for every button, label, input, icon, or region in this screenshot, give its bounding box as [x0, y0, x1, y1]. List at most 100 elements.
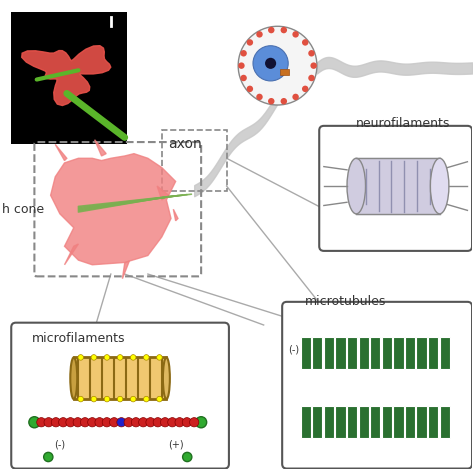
- Text: (+): (+): [168, 440, 183, 450]
- Circle shape: [246, 86, 253, 92]
- Circle shape: [91, 396, 97, 402]
- Ellipse shape: [347, 158, 365, 214]
- Circle shape: [253, 46, 288, 81]
- Circle shape: [240, 50, 247, 56]
- Polygon shape: [122, 261, 129, 279]
- Circle shape: [124, 418, 133, 427]
- Circle shape: [117, 355, 123, 360]
- Polygon shape: [157, 186, 169, 200]
- Circle shape: [131, 418, 141, 427]
- FancyBboxPatch shape: [11, 323, 229, 469]
- Bar: [417, 406, 427, 438]
- Polygon shape: [22, 46, 111, 106]
- Circle shape: [256, 31, 263, 37]
- Circle shape: [281, 27, 287, 33]
- Circle shape: [182, 418, 191, 427]
- Circle shape: [138, 418, 148, 427]
- Circle shape: [73, 418, 82, 427]
- Text: (-): (-): [55, 440, 65, 450]
- Bar: [324, 337, 334, 369]
- Circle shape: [88, 418, 97, 427]
- Bar: [382, 337, 392, 369]
- Text: neurofilaments: neurofilaments: [356, 117, 451, 130]
- Circle shape: [81, 418, 90, 427]
- Bar: [405, 337, 415, 369]
- Bar: [370, 337, 380, 369]
- Circle shape: [182, 452, 192, 462]
- Polygon shape: [64, 244, 78, 265]
- Circle shape: [246, 39, 253, 46]
- Circle shape: [144, 396, 149, 402]
- Text: microfilaments: microfilaments: [32, 332, 126, 346]
- Circle shape: [144, 355, 149, 360]
- Circle shape: [78, 355, 83, 360]
- Circle shape: [240, 75, 247, 81]
- Circle shape: [265, 58, 276, 69]
- Bar: [440, 337, 450, 369]
- Ellipse shape: [70, 357, 77, 399]
- Circle shape: [117, 418, 126, 427]
- Text: h cone: h cone: [2, 203, 44, 216]
- Bar: [405, 406, 415, 438]
- Bar: [428, 337, 438, 369]
- Circle shape: [29, 417, 40, 428]
- Circle shape: [168, 418, 177, 427]
- Circle shape: [153, 418, 163, 427]
- Bar: [312, 406, 322, 438]
- Polygon shape: [51, 154, 176, 265]
- Circle shape: [302, 39, 309, 46]
- Circle shape: [130, 355, 136, 360]
- Circle shape: [130, 396, 136, 402]
- Bar: [280, 69, 289, 75]
- Circle shape: [310, 63, 317, 69]
- Circle shape: [196, 417, 207, 428]
- Circle shape: [157, 396, 162, 402]
- Bar: [370, 406, 380, 438]
- Bar: [347, 337, 357, 369]
- Circle shape: [238, 26, 317, 105]
- Bar: [312, 337, 322, 369]
- Bar: [428, 406, 438, 438]
- Bar: [393, 406, 403, 438]
- Ellipse shape: [430, 158, 449, 214]
- Circle shape: [157, 355, 162, 360]
- Circle shape: [104, 396, 110, 402]
- Circle shape: [268, 27, 274, 33]
- Circle shape: [59, 418, 68, 427]
- Circle shape: [292, 94, 299, 100]
- Bar: [347, 406, 357, 438]
- FancyBboxPatch shape: [319, 126, 472, 251]
- Text: microtubules: microtubules: [305, 295, 387, 309]
- Circle shape: [302, 86, 309, 92]
- Circle shape: [104, 355, 110, 360]
- Circle shape: [146, 418, 155, 427]
- Bar: [393, 337, 403, 369]
- FancyBboxPatch shape: [11, 12, 127, 145]
- Circle shape: [102, 418, 111, 427]
- Polygon shape: [55, 145, 67, 161]
- Circle shape: [44, 418, 53, 427]
- Circle shape: [66, 418, 75, 427]
- Ellipse shape: [163, 357, 170, 399]
- Circle shape: [109, 418, 119, 427]
- Text: axon: axon: [168, 137, 202, 151]
- Circle shape: [190, 418, 199, 427]
- Bar: [324, 406, 334, 438]
- Bar: [440, 406, 450, 438]
- Bar: [336, 406, 346, 438]
- Circle shape: [281, 98, 287, 104]
- Bar: [359, 406, 369, 438]
- Circle shape: [95, 418, 104, 427]
- Polygon shape: [95, 140, 106, 156]
- Circle shape: [256, 94, 263, 100]
- Bar: [336, 337, 346, 369]
- Circle shape: [160, 418, 170, 427]
- Circle shape: [238, 63, 245, 69]
- Circle shape: [175, 418, 184, 427]
- Bar: [301, 406, 311, 438]
- Circle shape: [44, 452, 53, 462]
- Bar: [301, 337, 311, 369]
- Circle shape: [36, 418, 46, 427]
- Polygon shape: [173, 209, 178, 221]
- Bar: [359, 337, 369, 369]
